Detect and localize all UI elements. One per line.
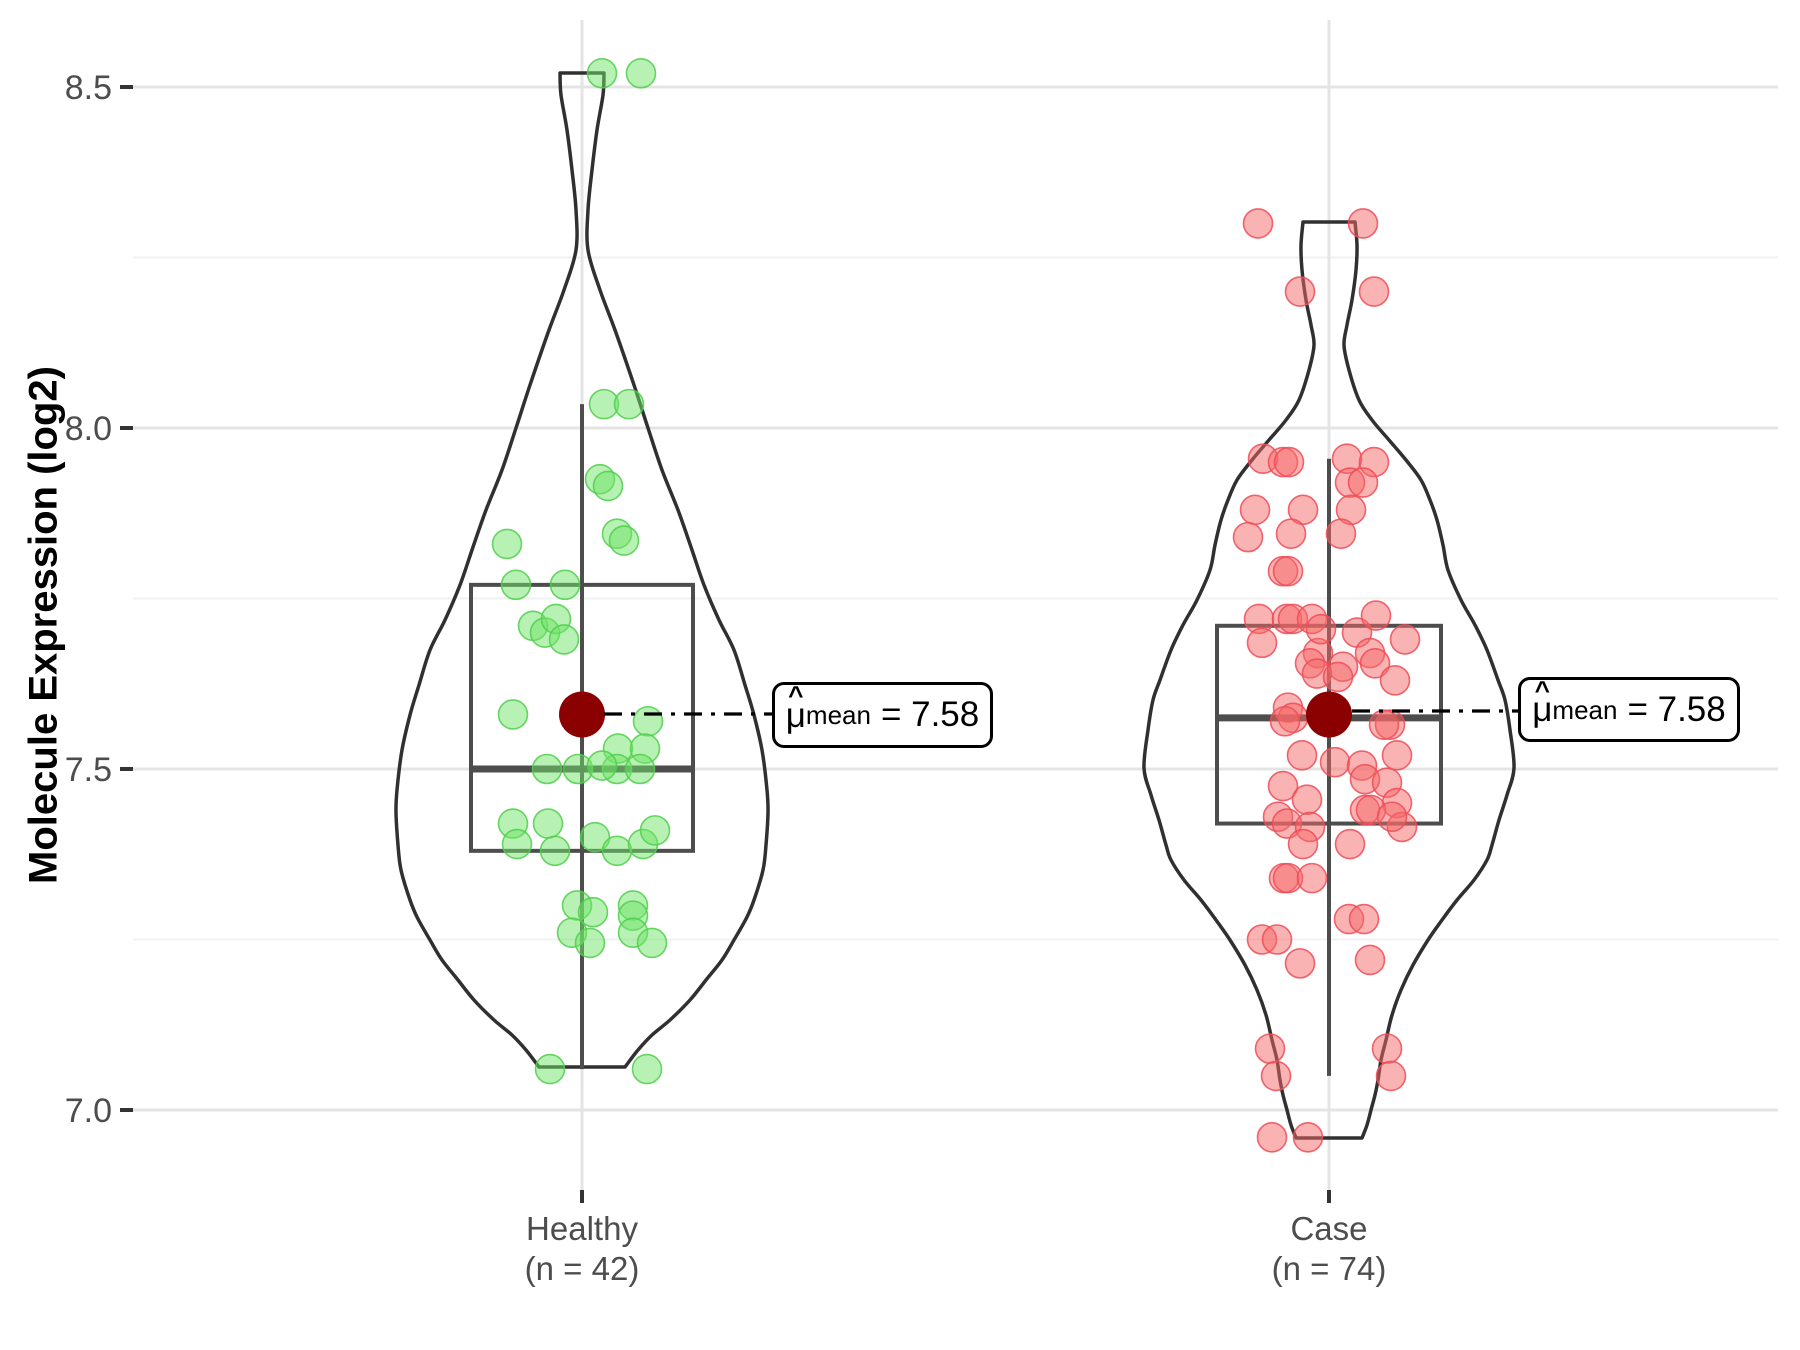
data-point-case [1287,828,1319,860]
data-point-case [1254,1033,1286,1064]
data-point-case [1381,740,1413,771]
data-point-case [1379,665,1411,696]
data-point-healthy [501,828,533,860]
y-tick-label: 7.0 [65,1092,112,1130]
data-point-case [1319,746,1351,778]
data-point-case [1389,624,1421,655]
data-point-healthy [624,753,656,785]
data-point-healthy [613,388,645,420]
y-tick-label: 8.5 [65,69,112,107]
data-point-case [1286,740,1318,771]
data-point-case [1376,801,1408,833]
hat-accent: ^ [788,680,804,711]
data-point-healthy [601,835,633,867]
box-healthy [469,582,695,853]
hat-accent: ^ [1534,674,1550,705]
data-point-case [1267,770,1299,802]
data-point-healthy [579,821,611,853]
data-point-case [1242,208,1274,239]
data-point-case [1232,521,1264,553]
x-label-n-case: (n = 74) [1272,1250,1387,1287]
data-point-case [1322,661,1354,693]
mu-glyph: μ [785,695,806,735]
data-point-case [1347,467,1379,498]
data-point-case [1256,1121,1288,1153]
data-point-case [1305,613,1337,645]
data-point-healthy [639,815,671,846]
data-point-case [1359,647,1391,679]
data-point-case [1284,276,1316,307]
y-tick-label: 8.0 [65,410,112,448]
x-label-healthy: Healthy [526,1210,638,1247]
y-axis-title: Molecule Expression (log2) [21,366,66,884]
data-point-case [1239,494,1271,526]
data-point-healthy [532,808,564,839]
data-point-healthy [534,1053,566,1085]
data-point-healthy [636,927,668,959]
y-tick-label: 7.5 [65,751,112,789]
x-label-n-healthy: (n = 42) [525,1250,640,1287]
data-point-case [1371,1033,1403,1064]
data-point-healthy [592,470,624,502]
x-label-case: Case [1290,1210,1367,1247]
data-point-healthy [549,569,581,601]
data-point-case [1347,208,1379,239]
data-point-healthy [531,753,563,785]
data-point-case [1275,518,1307,550]
data-point-case [1368,709,1400,740]
data-point-healthy [577,896,609,928]
data-point-healthy [625,58,657,89]
mu-glyph: μ [1532,690,1553,729]
mean-subscript: mean [805,700,871,730]
mean-annotation-healthy: ^ μ mean = 7.58 [772,682,993,748]
data-point-healthy [632,705,664,737]
data-point-case [1273,446,1305,478]
data-point-case [1334,828,1366,860]
data-point-healthy [500,569,532,601]
data-point-case [1375,1060,1407,1092]
data-point-healthy [539,835,571,867]
data-point-healthy [586,58,618,89]
data-point-healthy [586,750,618,781]
data-point-healthy [631,1053,663,1085]
mean-dot-healthy [559,691,605,738]
data-point-case [1246,627,1278,659]
mean-subscript: mean [1552,694,1618,725]
data-point-case [1291,784,1323,815]
data-point-case [1358,276,1390,307]
data-point-case [1348,903,1380,935]
mean-dot-case [1306,691,1352,738]
mu-hat-symbol: ^ μ [785,682,806,735]
data-point-case [1261,924,1293,955]
data-point-case [1360,600,1392,631]
data-point-case [1296,862,1328,894]
data-point-case [1325,518,1357,550]
data-point-case [1260,1060,1292,1092]
violin-outline-case [1142,220,1516,1140]
mean-annotation-case: ^ μ mean = 7.58 [1518,677,1740,742]
data-point-case [1292,1121,1324,1153]
data-point-healthy [497,699,529,730]
data-point-case [1284,948,1316,979]
data-point-healthy [574,927,606,959]
data-point-case [1354,944,1386,976]
mu-hat-symbol: ^ μ [1532,677,1553,729]
mean-value-text: = 7.58 [1627,689,1726,729]
data-point-healthy [491,528,523,560]
mean-value-text: = 7.58 [880,695,980,734]
data-point-case [1272,555,1304,587]
violin-outline-healthy [394,71,770,1069]
data-point-case [1269,705,1301,737]
data-point-healthy [608,525,640,556]
data-point-healthy [548,624,580,655]
